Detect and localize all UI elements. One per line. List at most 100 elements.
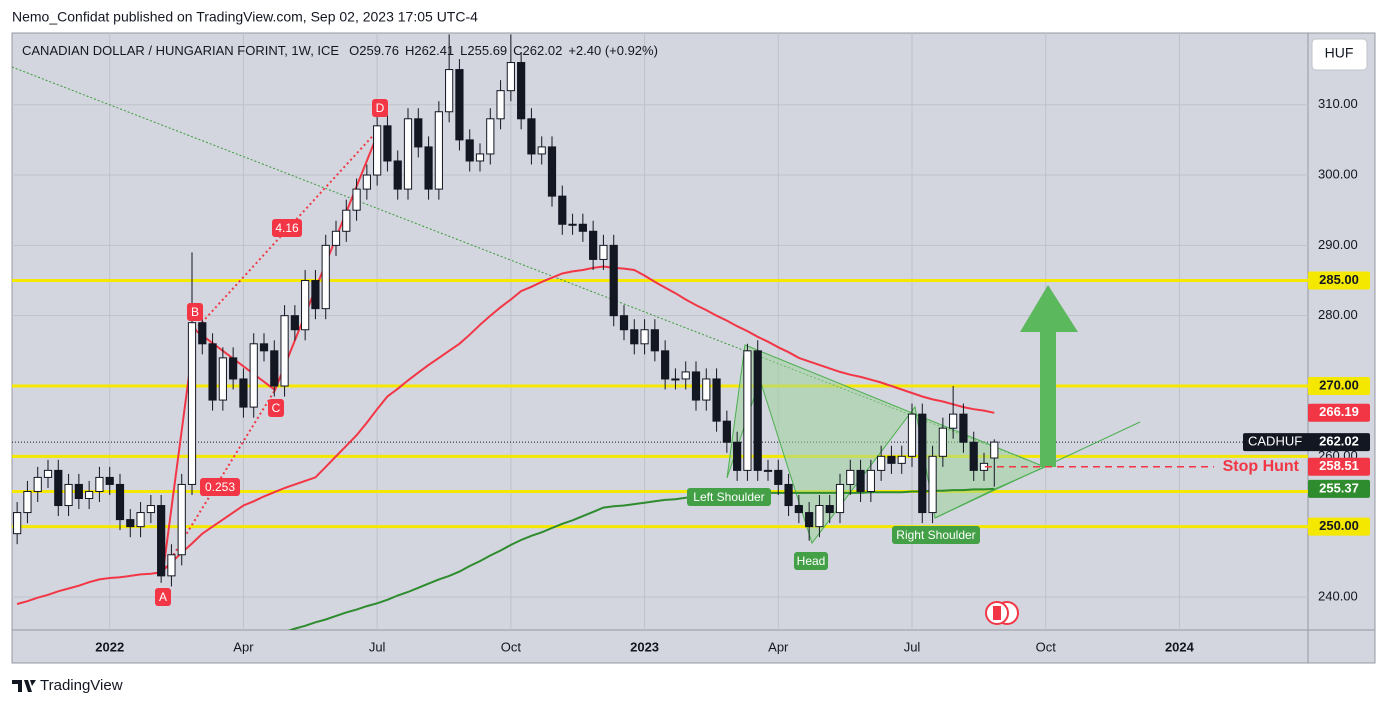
ma-badge-text: 266.19 bbox=[1319, 404, 1359, 419]
candle-body bbox=[938, 427, 947, 457]
last-price-badge bbox=[1243, 433, 1370, 452]
currency-button[interactable] bbox=[1311, 38, 1368, 71]
level-badge bbox=[1308, 271, 1370, 290]
ma-badge bbox=[1308, 479, 1370, 498]
legend-value: 255.69 bbox=[467, 43, 507, 58]
candle-body bbox=[784, 483, 793, 507]
level-badge-text: 285.00 bbox=[1319, 272, 1359, 287]
annotation-box bbox=[687, 488, 771, 506]
level-badge-text: 250.00 bbox=[1319, 518, 1359, 533]
up-arrow bbox=[1020, 285, 1078, 467]
candle-body bbox=[815, 505, 824, 528]
trendline bbox=[12, 66, 1046, 468]
candle-body bbox=[259, 343, 269, 352]
annotation-label: Right Shoulder bbox=[896, 528, 975, 542]
candle-body bbox=[733, 441, 742, 471]
logo: TradingView bbox=[12, 677, 123, 694]
candle-body bbox=[115, 483, 125, 521]
x-tick-label: Jul bbox=[369, 639, 386, 654]
candle-body bbox=[218, 357, 227, 401]
candle-body bbox=[496, 90, 505, 120]
candle-body bbox=[650, 329, 659, 352]
candle-body bbox=[897, 455, 906, 464]
x-tick-label: 2023 bbox=[630, 639, 659, 654]
annotation-label: D bbox=[376, 101, 385, 115]
candle-body bbox=[54, 469, 63, 507]
legend-value: 262.41 bbox=[414, 43, 454, 58]
candle-body bbox=[321, 244, 330, 310]
ma-badge-text: 255.37 bbox=[1319, 480, 1359, 495]
candle-body bbox=[167, 554, 176, 577]
candle-body bbox=[825, 505, 834, 514]
candle-body bbox=[85, 490, 94, 500]
annotation-box bbox=[372, 99, 388, 117]
candle-body bbox=[506, 62, 515, 92]
annotation-box bbox=[200, 478, 240, 496]
annotation-box bbox=[272, 219, 302, 237]
legend-key: H bbox=[405, 43, 414, 58]
candle-body bbox=[969, 441, 978, 471]
candle-body bbox=[743, 350, 752, 471]
candle-body bbox=[208, 343, 217, 401]
stop-label: Stop Hunt bbox=[1223, 458, 1300, 475]
annotation-label: Left Shoulder bbox=[693, 490, 764, 504]
annotation-label: Head bbox=[797, 554, 826, 568]
currency-label: HUF bbox=[1325, 45, 1354, 61]
annotation-label: 0.253 bbox=[205, 480, 235, 494]
stop-badge-text: 258.51 bbox=[1319, 458, 1359, 473]
x-tick-label: Oct bbox=[501, 639, 522, 654]
candle-body bbox=[486, 118, 495, 155]
annotation-box bbox=[794, 552, 828, 570]
candle-body bbox=[959, 413, 968, 443]
candle-body bbox=[177, 483, 186, 556]
candle-body bbox=[702, 378, 711, 401]
candle-body bbox=[445, 69, 454, 113]
candle-body bbox=[239, 378, 248, 408]
annotation-label: A bbox=[159, 590, 167, 604]
x-tick-label: Apr bbox=[768, 639, 789, 654]
candle-body bbox=[866, 469, 875, 492]
legend-change: +2.40 (+0.92%) bbox=[568, 43, 658, 58]
annotation-label: 4.16 bbox=[275, 221, 299, 235]
candle-body bbox=[537, 146, 546, 155]
candle-body bbox=[619, 315, 629, 331]
candle-body bbox=[691, 371, 701, 401]
candle-body bbox=[311, 280, 320, 310]
y-tick-label: 280.00 bbox=[1318, 307, 1358, 322]
candle-body bbox=[455, 69, 464, 141]
candle-body bbox=[805, 512, 814, 528]
candle-body bbox=[13, 512, 22, 535]
y-tick-label: 290.00 bbox=[1318, 237, 1358, 252]
flag-icon bbox=[985, 601, 1019, 625]
levels bbox=[12, 279, 1308, 529]
support-line bbox=[934, 421, 1141, 519]
candle-body bbox=[352, 188, 361, 211]
candle-body bbox=[424, 146, 433, 190]
candle-body bbox=[126, 519, 135, 528]
annotation-box bbox=[892, 526, 980, 544]
candle-body bbox=[434, 111, 443, 190]
candle-body bbox=[681, 371, 690, 380]
x-tick-label: Apr bbox=[233, 639, 254, 654]
candle-body bbox=[517, 62, 526, 120]
candle-body bbox=[187, 322, 197, 485]
candle-body bbox=[157, 505, 166, 577]
candle-body bbox=[722, 420, 731, 443]
candle-body bbox=[630, 329, 639, 345]
candle-body bbox=[599, 244, 608, 260]
level-badge-text: 270.00 bbox=[1319, 377, 1359, 392]
candle-body bbox=[918, 413, 927, 514]
candle-body bbox=[465, 139, 474, 162]
candle-body bbox=[280, 315, 289, 387]
candle-body bbox=[105, 476, 114, 485]
candle-body bbox=[856, 469, 865, 492]
y-tick-label: 300.00 bbox=[1318, 166, 1358, 181]
candle-body bbox=[373, 125, 382, 176]
legend-key: O bbox=[349, 43, 359, 58]
candle-body bbox=[589, 230, 598, 260]
legend-value: 262.02 bbox=[523, 43, 563, 58]
candle-body bbox=[578, 223, 587, 232]
annotation-box bbox=[268, 399, 284, 417]
candle-body bbox=[403, 118, 413, 190]
